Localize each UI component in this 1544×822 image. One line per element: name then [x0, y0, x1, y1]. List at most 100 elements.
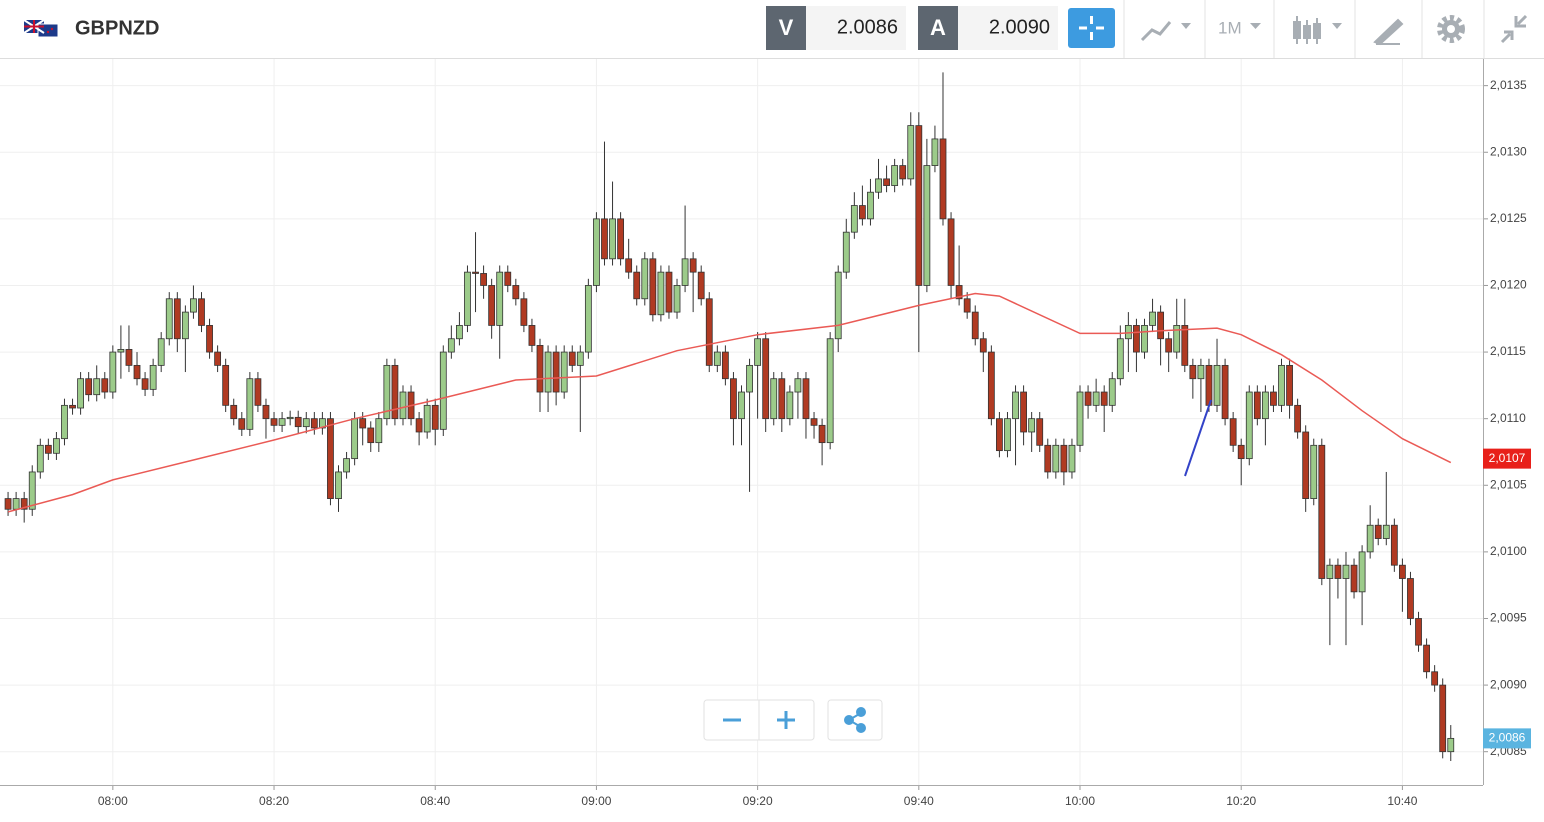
x-tick-label: 10:20: [1226, 794, 1256, 808]
candle-body: [1149, 311, 1156, 326]
ma-tag-label: 2,0107: [1489, 451, 1526, 465]
chart-type-button[interactable]: [1140, 21, 1191, 42]
candle-body: [157, 338, 165, 366]
candle-body: [1157, 311, 1165, 340]
x-tick-label: 10:40: [1387, 794, 1417, 808]
candle-body: [383, 364, 391, 420]
candle-body: [625, 258, 633, 273]
candle-body: [1229, 418, 1237, 446]
candle-body: [520, 298, 528, 326]
candle-body: [681, 258, 689, 286]
draw-button[interactable]: [1373, 18, 1404, 46]
candle-body: [721, 351, 729, 380]
candle-body: [1245, 391, 1253, 460]
candle-body: [359, 418, 367, 429]
candle-body: [44, 444, 52, 454]
x-tick-label: 10:00: [1065, 794, 1095, 808]
candle-body: [931, 138, 939, 166]
crosshair-button[interactable]: [1068, 8, 1115, 48]
candle-body: [1133, 325, 1140, 353]
candle-body: [987, 351, 995, 420]
candle-body: [117, 348, 125, 353]
x-tick-label: 08:40: [420, 794, 450, 808]
candle-body: [1342, 564, 1350, 579]
ask-badge[interactable]: [918, 6, 958, 50]
candle-body: [810, 418, 818, 426]
symbol: GBPNZD: [75, 17, 159, 39]
candle-body: [302, 418, 310, 428]
candle-body: [858, 205, 866, 220]
candle-body: [1390, 524, 1398, 566]
candle-body: [246, 378, 254, 430]
candle-body: [1366, 524, 1374, 553]
candle-body: [447, 338, 455, 353]
candle-body: [1020, 391, 1027, 433]
y-tick-label: 2,0135: [1490, 78, 1527, 92]
candle-body: [222, 364, 230, 406]
candle-body: [1036, 418, 1044, 446]
candle-body: [1076, 391, 1084, 446]
candle-body: [568, 351, 576, 366]
candle-body: [1012, 391, 1019, 420]
candle-body: [1310, 444, 1318, 499]
candle-body: [601, 218, 608, 260]
x-tick-label: 09:00: [581, 794, 611, 808]
candle-body: [206, 325, 213, 353]
candle-body: [536, 345, 544, 393]
candle-body: [439, 351, 447, 430]
share-box: [827, 699, 883, 741]
bid-price: 2.0086: [837, 16, 898, 38]
candle-body: [544, 351, 552, 393]
candle-body: [1253, 391, 1261, 420]
x-tick-label: 09:40: [904, 794, 934, 808]
candle-style-button[interactable]: [1293, 16, 1342, 44]
candle-body: [85, 378, 93, 396]
candle-body: [53, 438, 60, 454]
candle-body: [294, 416, 302, 428]
candle-body: [504, 271, 512, 286]
collapse-button[interactable]: [1500, 14, 1528, 44]
candle-body: [979, 338, 987, 353]
candle-body: [1439, 684, 1447, 753]
candle-body: [1407, 578, 1414, 619]
candle-body: [399, 391, 407, 420]
settings-button[interactable]: [1437, 15, 1465, 43]
candle-body: [415, 418, 423, 433]
last-price-tag-box: [1483, 728, 1531, 749]
candle-body: [1294, 404, 1302, 433]
candle-body: [1197, 364, 1205, 380]
candle-body: [214, 351, 222, 366]
candle-body: [1052, 444, 1060, 473]
candle-body: [1181, 325, 1189, 366]
ask-price: 2.0090: [989, 16, 1050, 38]
candle-body: [584, 285, 592, 353]
candle-body: [512, 285, 520, 300]
candle-body: [770, 378, 778, 420]
candle-body: [1286, 364, 1293, 406]
candle-body: [1350, 564, 1358, 593]
candle-body: [867, 191, 874, 220]
candle-body: [907, 125, 915, 180]
candle-body: [1237, 444, 1245, 460]
candle-body: [794, 378, 802, 393]
candle-body: [351, 418, 359, 460]
share-button[interactable]: [844, 707, 866, 733]
candle-body: [947, 218, 955, 286]
candle-body: [891, 165, 899, 186]
zoom-in[interactable]: [777, 711, 795, 729]
candle-body: [173, 298, 181, 340]
candle-body: [1318, 444, 1326, 579]
plot-area: 2,00852,00902,00952,01002,01052,01102,01…: [0, 59, 1531, 808]
candle-body: [633, 271, 641, 300]
candle-body: [705, 298, 713, 366]
candle-body: [1374, 524, 1382, 539]
candle-body: [262, 404, 270, 420]
candle-body: [641, 258, 649, 300]
candle-body: [1108, 378, 1116, 406]
candle-body: [101, 378, 109, 393]
zoom-controls: [703, 699, 883, 741]
timeframe-button[interactable]: 1M: [1218, 18, 1242, 37]
candle-body: [1334, 564, 1342, 579]
candle-body: [141, 378, 149, 390]
